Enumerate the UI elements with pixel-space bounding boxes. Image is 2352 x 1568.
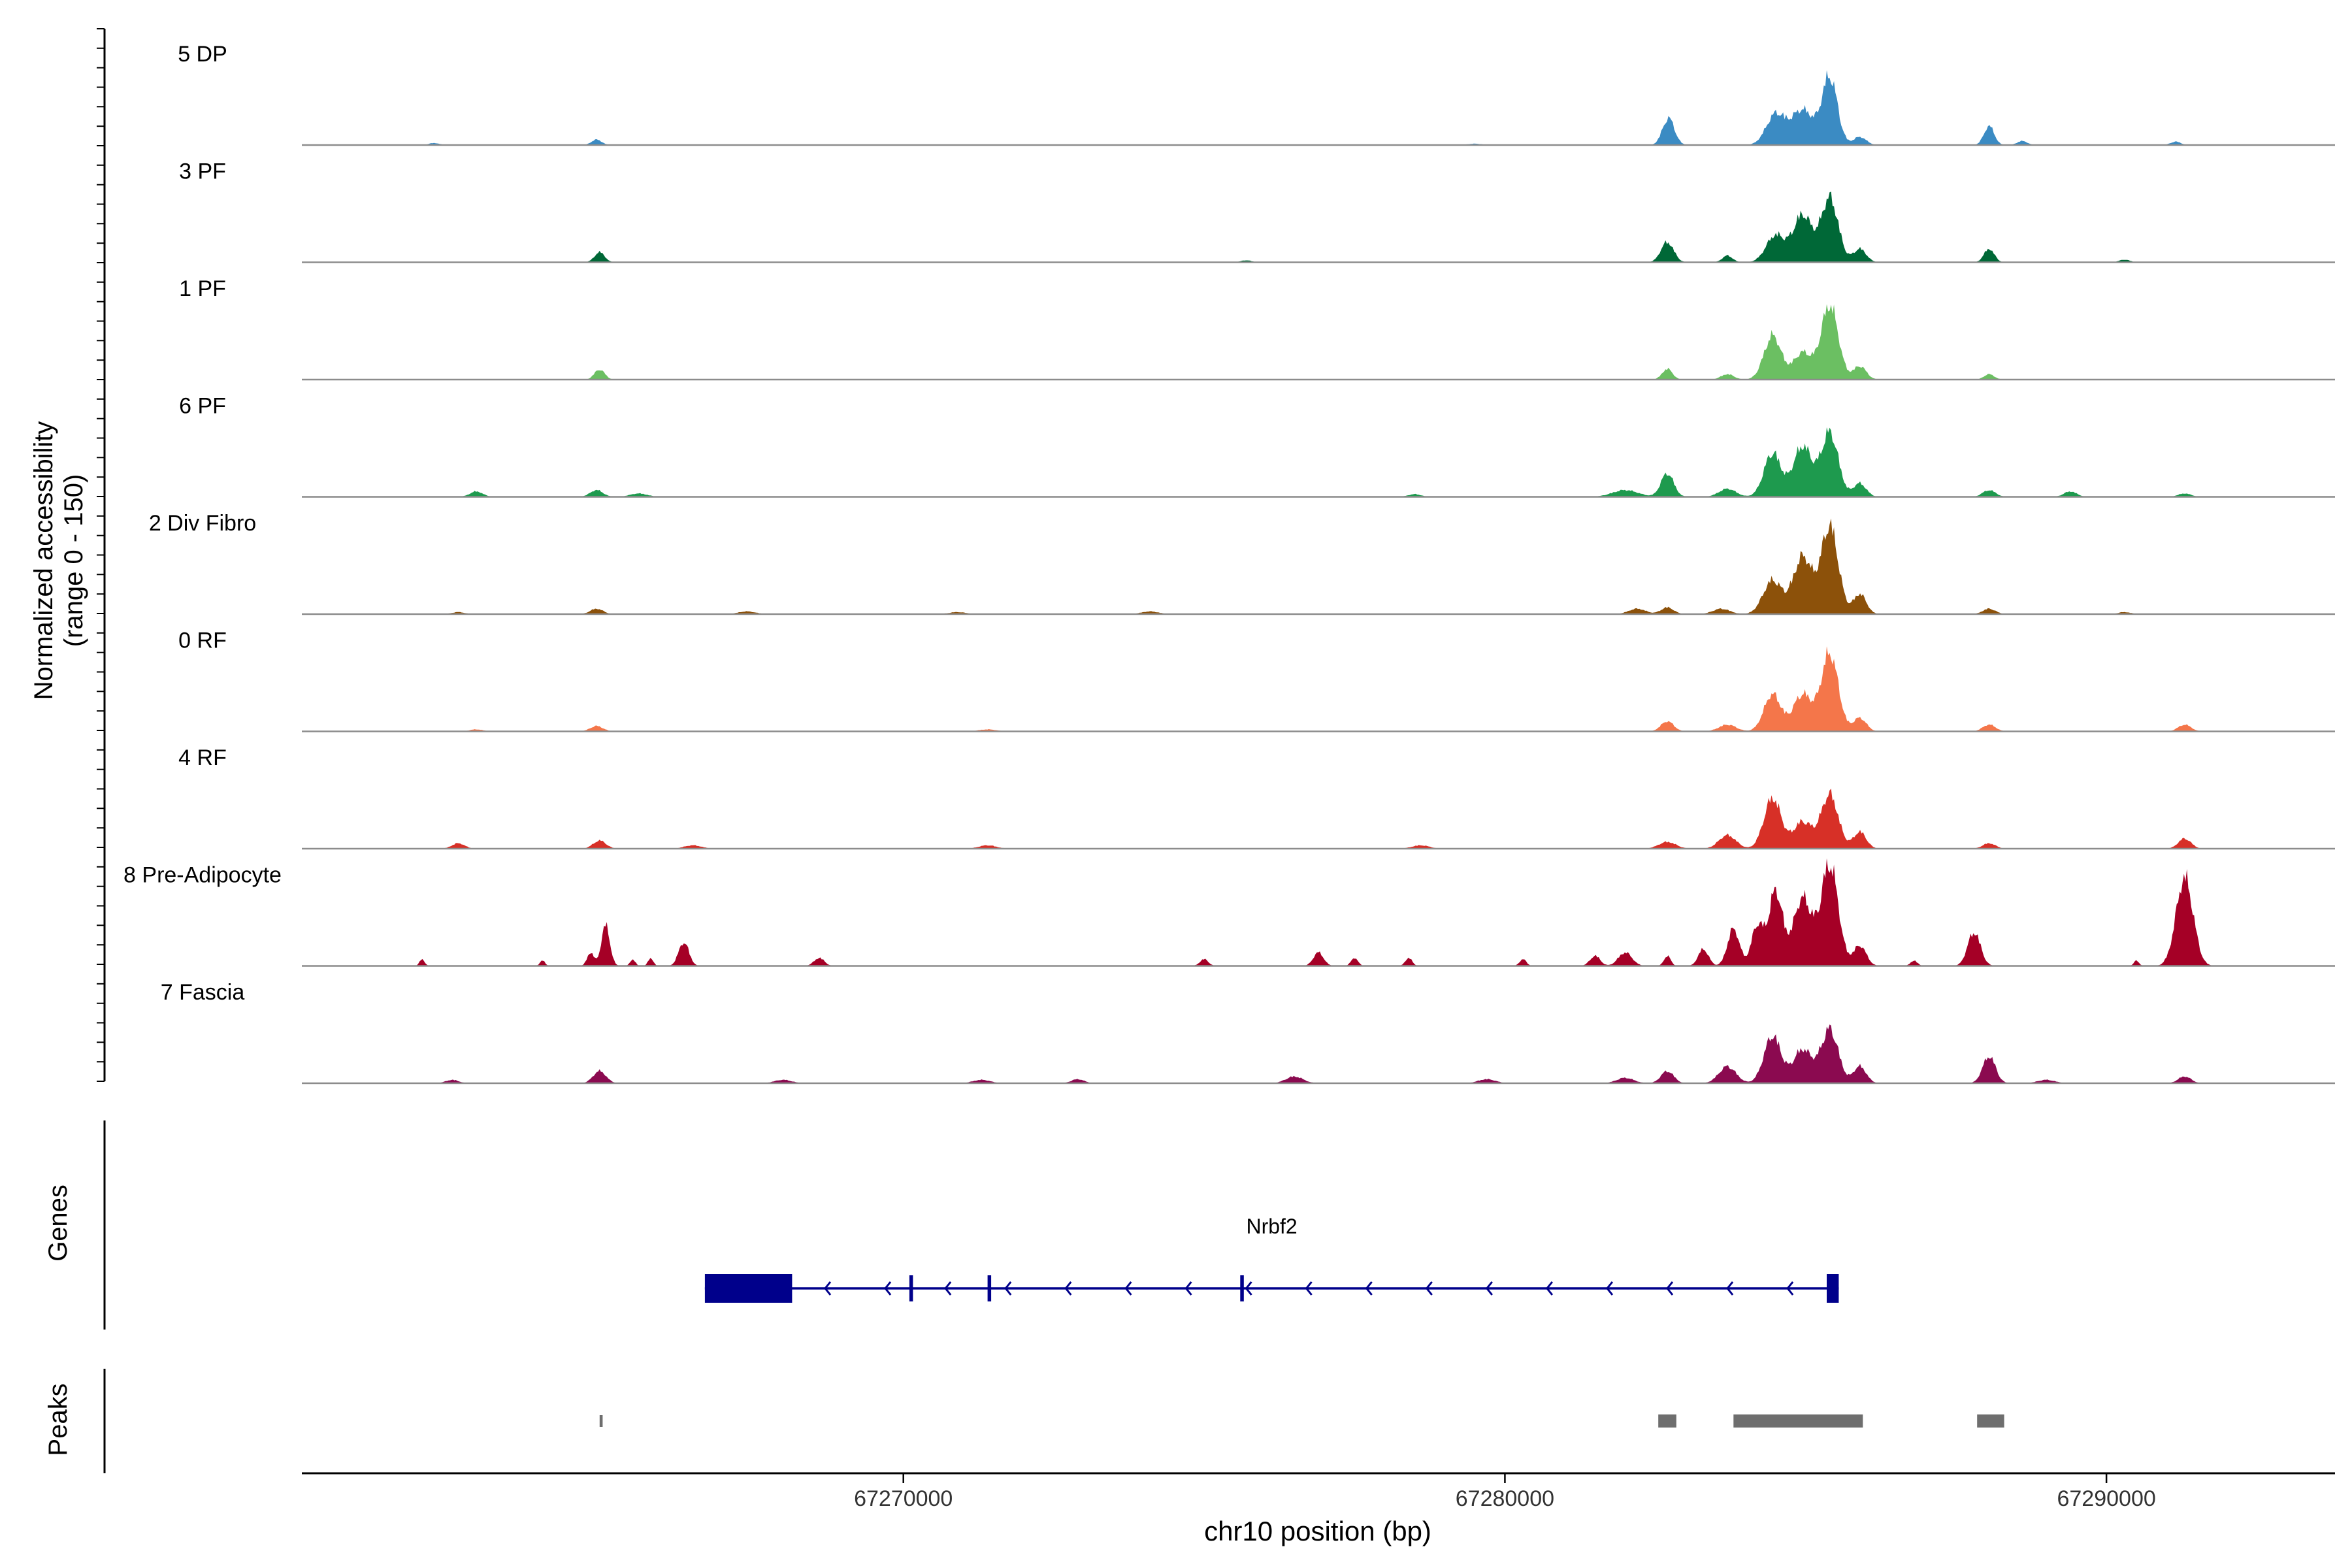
track-label: 5 DP [178, 42, 227, 67]
track-label: 7 Fascia [161, 980, 245, 1005]
strand-chevron [1606, 1281, 1614, 1296]
coverage-area [302, 858, 2335, 966]
strand-chevron [1004, 1281, 1012, 1296]
strand-chevron [1545, 1281, 1554, 1296]
track-label: 6 PF [179, 394, 226, 419]
strand-chevron [1425, 1281, 1433, 1296]
track-0: 5 DP [178, 42, 2335, 146]
x-tick-label: 67270000 [854, 1486, 953, 1511]
peak-region [1977, 1414, 2004, 1428]
gene-exon [704, 1274, 792, 1303]
strand-chevron [1726, 1281, 1734, 1296]
track-8: 7 Fascia [161, 980, 2335, 1085]
track-label: 8 Pre-Adipocyte [123, 863, 282, 888]
gene-exon [1827, 1274, 1839, 1303]
coverage-area [302, 70, 2335, 145]
genes-panel-label: Genes [44, 1184, 73, 1262]
strand-chevron [1485, 1281, 1493, 1296]
strand-chevron [1124, 1281, 1132, 1296]
gene-name: Nrbf2 [1246, 1215, 1297, 1238]
coverage-area [302, 518, 2335, 614]
strand-chevron [1666, 1281, 1674, 1296]
coverage-tracks: 5 DP 3 PF 1 PF 6 PF 2 Div Fibro 0 RF 4 RF 8 Pre… [123, 42, 2335, 1085]
strand-chevron [1305, 1281, 1313, 1296]
track-5: 0 RF [178, 629, 2335, 732]
track-3: 6 PF [179, 394, 2335, 498]
axes: 67270000 67280000 67290000 [97, 28, 2335, 1511]
strand-chevron [1064, 1281, 1072, 1296]
peak-region [1658, 1414, 1676, 1428]
peak-region [1733, 1414, 1863, 1428]
track-4: 2 Div Fibro [149, 511, 2335, 615]
x-axis-label: chr10 position (bp) [1204, 1516, 1431, 1546]
x-axis-ticks: 67270000 67280000 67290000 [854, 1473, 2156, 1511]
strand-chevron [1184, 1281, 1192, 1296]
strand-chevron [1786, 1281, 1794, 1296]
gene-exon [1240, 1275, 1244, 1301]
track-label: 0 RF [178, 629, 227, 653]
strand-chevron [944, 1281, 952, 1296]
strand-chevron [884, 1281, 892, 1296]
coverage-area [302, 646, 2335, 732]
track-label: 2 Div Fibro [149, 511, 256, 536]
peak-track [599, 1414, 2004, 1428]
peaks-panel-label: Peaks [44, 1383, 73, 1456]
coverage-y-ticks [97, 28, 105, 1082]
track-label: 3 PF [179, 159, 226, 184]
y-axis-label: Normalized accessibility [29, 421, 58, 700]
track-2: 1 PF [179, 276, 2335, 381]
gene-track: Nrbf2 [704, 1215, 1839, 1303]
track-1: 3 PF [179, 159, 2335, 263]
track-7: 8 Pre-Adipocyte [123, 858, 2335, 967]
x-tick-label: 67290000 [2057, 1486, 2155, 1511]
strand-chevron [1365, 1281, 1373, 1296]
strand-chevron [824, 1281, 832, 1296]
peak-region [599, 1415, 603, 1427]
coverage-area [302, 191, 2335, 263]
track-label: 4 RF [178, 745, 227, 770]
coverage-area [302, 304, 2335, 380]
x-tick-label: 67280000 [1456, 1486, 1554, 1511]
track-label: 1 PF [179, 276, 226, 301]
y-axis-label-range: (range 0 - 150) [59, 474, 88, 647]
track-6: 4 RF [178, 745, 2335, 850]
coverage-area [302, 427, 2335, 497]
gene-exon [909, 1275, 913, 1301]
coverage-area [302, 789, 2335, 849]
strand-chevron [1245, 1281, 1252, 1296]
coverage-area [302, 1024, 2335, 1083]
gene-exon [987, 1275, 992, 1301]
